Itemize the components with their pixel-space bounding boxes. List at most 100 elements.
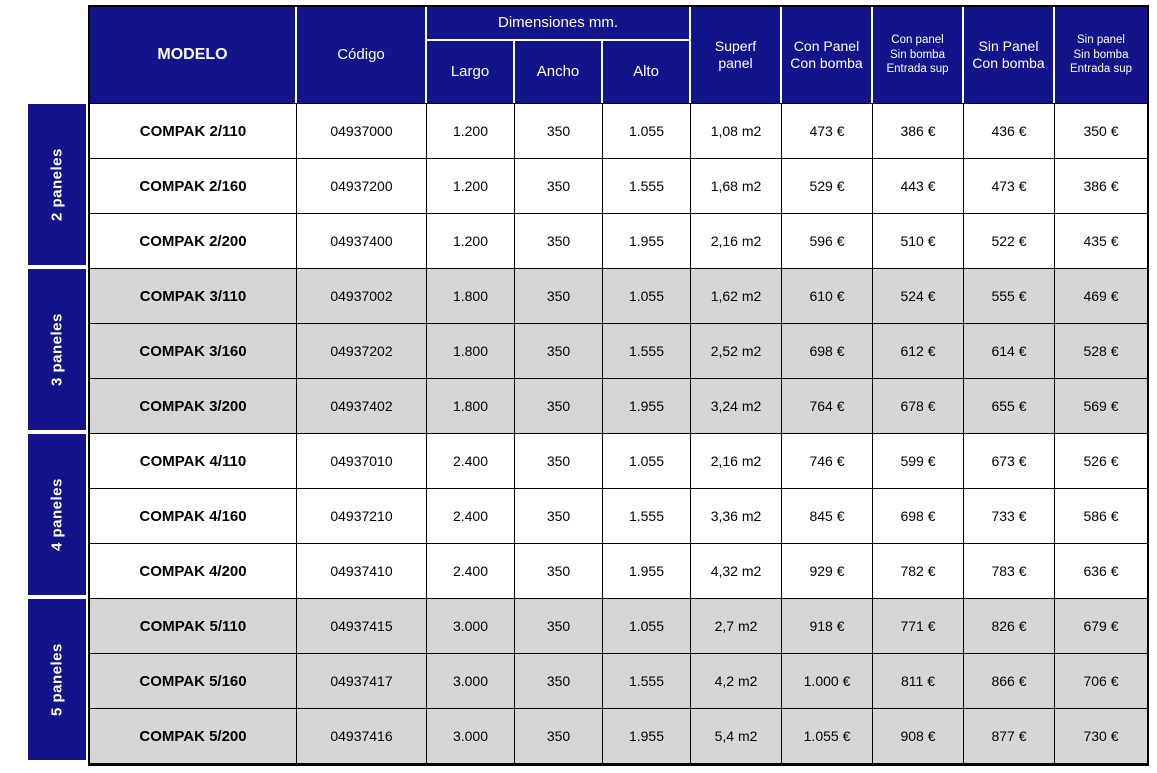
cell-sin_panel_con_bomba-row12: 877 €: [964, 708, 1055, 763]
cell-alto-row4: 1.055: [603, 268, 691, 323]
cell-superf-row4: 1,62 m2: [691, 268, 782, 323]
cell-largo-row6: 1.800: [427, 378, 515, 433]
group-label-4-paneles: 4 paneles: [28, 434, 86, 595]
cell-sin_panel_sin_bomba-row1: 350 €: [1055, 103, 1147, 158]
cell-con_panel_con_bomba-row2: 529 €: [782, 158, 873, 213]
cell-con_panel_sin_bomba-row9: 782 €: [873, 543, 964, 598]
cell-largo-row3: 1.200: [427, 213, 515, 268]
group-label-2-paneles: 2 paneles: [28, 104, 86, 265]
cell-sin_panel_sin_bomba-row12: 730 €: [1055, 708, 1147, 763]
cell-modelo-row5: COMPAK 3/160: [90, 323, 297, 378]
cell-con_panel_sin_bomba-row3: 510 €: [873, 213, 964, 268]
header-dimensiones: Dimensiones mm.: [427, 7, 691, 41]
cell-largo-row1: 1.200: [427, 103, 515, 158]
cell-ancho-row5: 350: [515, 323, 603, 378]
header-codigo: Código: [297, 7, 427, 103]
cell-modelo-row4: COMPAK 3/110: [90, 268, 297, 323]
cell-codigo-row6: 04937402: [297, 378, 427, 433]
cell-codigo-row3: 04937400: [297, 213, 427, 268]
cell-sin_panel_con_bomba-row1: 436 €: [964, 103, 1055, 158]
cell-sin_panel_sin_bomba-row8: 586 €: [1055, 488, 1147, 543]
header-modelo: MODELO: [90, 7, 297, 103]
cell-sin_panel_con_bomba-row2: 473 €: [964, 158, 1055, 213]
cell-con_panel_con_bomba-row4: 610 €: [782, 268, 873, 323]
cell-ancho-row11: 350: [515, 653, 603, 708]
cell-largo-row11: 3.000: [427, 653, 515, 708]
cell-alto-row11: 1.555: [603, 653, 691, 708]
cell-con_panel_con_bomba-row3: 596 €: [782, 213, 873, 268]
header-sin-panel-sin-bomba: Sin panel Sin bomba Entrada sup: [1055, 7, 1147, 103]
cell-con_panel_sin_bomba-row5: 612 €: [873, 323, 964, 378]
cell-alto-row7: 1.055: [603, 433, 691, 488]
group-label-3-paneles: 3 paneles: [28, 269, 86, 430]
group-label-5-paneles: 5 paneles: [28, 599, 86, 760]
cell-codigo-row1: 04937000: [297, 103, 427, 158]
cell-codigo-row4: 04937002: [297, 268, 427, 323]
cell-superf-row2: 1,68 m2: [691, 158, 782, 213]
cell-alto-row9: 1.955: [603, 543, 691, 598]
cell-alto-row12: 1.955: [603, 708, 691, 763]
cell-sin_panel_con_bomba-row3: 522 €: [964, 213, 1055, 268]
cell-con_panel_con_bomba-row9: 929 €: [782, 543, 873, 598]
cell-sin_panel_sin_bomba-row9: 636 €: [1055, 543, 1147, 598]
cell-alto-row2: 1.555: [603, 158, 691, 213]
cell-ancho-row1: 350: [515, 103, 603, 158]
cell-con_panel_sin_bomba-row12: 908 €: [873, 708, 964, 763]
cell-sin_panel_con_bomba-row5: 614 €: [964, 323, 1055, 378]
cell-con_panel_sin_bomba-row1: 386 €: [873, 103, 964, 158]
cell-ancho-row8: 350: [515, 488, 603, 543]
cell-con_panel_sin_bomba-row7: 599 €: [873, 433, 964, 488]
cell-alto-row10: 1.055: [603, 598, 691, 653]
cell-sin_panel_sin_bomba-row7: 526 €: [1055, 433, 1147, 488]
cell-con_panel_con_bomba-row8: 845 €: [782, 488, 873, 543]
cell-sin_panel_sin_bomba-row5: 528 €: [1055, 323, 1147, 378]
cell-alto-row8: 1.555: [603, 488, 691, 543]
cell-alto-row3: 1.955: [603, 213, 691, 268]
cell-ancho-row4: 350: [515, 268, 603, 323]
header-con-panel-sin-bomba: Con panel Sin bomba Entrada sup: [873, 7, 964, 103]
cell-codigo-row9: 04937410: [297, 543, 427, 598]
cell-codigo-row12: 04937416: [297, 708, 427, 763]
cell-superf-row8: 3,36 m2: [691, 488, 782, 543]
cell-codigo-row5: 04937202: [297, 323, 427, 378]
cell-modelo-row8: COMPAK 4/160: [90, 488, 297, 543]
cell-codigo-row10: 04937415: [297, 598, 427, 653]
cell-sin_panel_sin_bomba-row6: 569 €: [1055, 378, 1147, 433]
cell-sin_panel_con_bomba-row7: 673 €: [964, 433, 1055, 488]
header-superf-panel: Superf panel: [691, 7, 782, 103]
cell-largo-row9: 2.400: [427, 543, 515, 598]
cell-con_panel_con_bomba-row7: 746 €: [782, 433, 873, 488]
cell-modelo-row3: COMPAK 2/200: [90, 213, 297, 268]
cell-con_panel_sin_bomba-row11: 811 €: [873, 653, 964, 708]
cell-modelo-row10: COMPAK 5/110: [90, 598, 297, 653]
cell-modelo-row7: COMPAK 4/110: [90, 433, 297, 488]
cell-sin_panel_con_bomba-row10: 826 €: [964, 598, 1055, 653]
cell-sin_panel_sin_bomba-row11: 706 €: [1055, 653, 1147, 708]
cell-largo-row7: 2.400: [427, 433, 515, 488]
cell-superf-row12: 5,4 m2: [691, 708, 782, 763]
cell-sin_panel_con_bomba-row4: 555 €: [964, 268, 1055, 323]
header-con-panel-con-bomba: Con Panel Con bomba: [782, 7, 873, 103]
cell-codigo-row2: 04937200: [297, 158, 427, 213]
cell-superf-row11: 4,2 m2: [691, 653, 782, 708]
cell-superf-row9: 4,32 m2: [691, 543, 782, 598]
header-alto: Alto: [603, 41, 691, 103]
cell-sin_panel_con_bomba-row11: 866 €: [964, 653, 1055, 708]
cell-con_panel_sin_bomba-row6: 678 €: [873, 378, 964, 433]
cell-modelo-row2: COMPAK 2/160: [90, 158, 297, 213]
price-table-grid: MODELO Código Dimensiones mm. Largo Anch…: [90, 7, 1147, 763]
cell-superf-row10: 2,7 m2: [691, 598, 782, 653]
cell-largo-row5: 1.800: [427, 323, 515, 378]
cell-con_panel_con_bomba-row1: 473 €: [782, 103, 873, 158]
cell-sin_panel_con_bomba-row9: 783 €: [964, 543, 1055, 598]
cell-sin_panel_sin_bomba-row3: 435 €: [1055, 213, 1147, 268]
header-ancho: Ancho: [515, 41, 603, 103]
cell-ancho-row12: 350: [515, 708, 603, 763]
cell-con_panel_con_bomba-row12: 1.055 €: [782, 708, 873, 763]
cell-ancho-row6: 350: [515, 378, 603, 433]
cell-ancho-row7: 350: [515, 433, 603, 488]
cell-sin_panel_sin_bomba-row4: 469 €: [1055, 268, 1147, 323]
cell-largo-row2: 1.200: [427, 158, 515, 213]
cell-alto-row5: 1.555: [603, 323, 691, 378]
cell-codigo-row7: 04937010: [297, 433, 427, 488]
